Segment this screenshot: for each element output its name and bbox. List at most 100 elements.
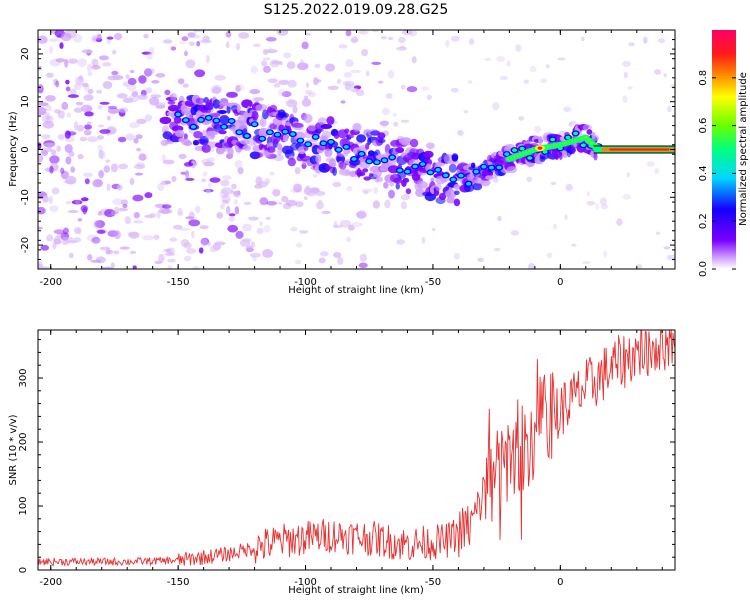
ridge-blob — [423, 150, 434, 159]
heatmap-noise-blob — [565, 183, 573, 192]
heatmap-noise-blob — [43, 142, 56, 148]
heatmap-noise-blob — [93, 219, 101, 229]
heatmap-noise-blob — [185, 169, 190, 179]
heatmap-noise-blob — [77, 58, 87, 68]
ridge-blob — [227, 147, 234, 157]
ridge-blob — [269, 104, 278, 112]
heatmap-noise-blob — [372, 30, 379, 33]
heatmap-noise-blob — [75, 76, 84, 86]
heatmap-noise-blob — [38, 154, 44, 163]
heatmap-noise-blob — [120, 199, 129, 205]
heatmap-noise-blob — [286, 99, 298, 108]
heatmap-noise-blob — [113, 250, 120, 255]
heatmap-noise-blob — [421, 86, 430, 91]
heatmap-noise-blob — [203, 161, 215, 167]
heatmap-noise-blob — [663, 73, 667, 78]
y-tick-label: 0 — [20, 146, 31, 152]
heatmap-noise-blob — [41, 266, 53, 269]
heatmap-noise-blob — [225, 41, 230, 49]
ridge-blob — [255, 152, 264, 158]
snr-series-line — [38, 330, 675, 567]
ridge-core-inner — [580, 143, 586, 147]
heatmap-noise-blob — [529, 65, 537, 73]
heatmap-noise-blob — [327, 85, 339, 90]
heatmap-noise-blob — [136, 147, 142, 152]
ridge-core-inner — [282, 129, 288, 134]
heatmap-noise-blob — [564, 214, 568, 220]
heatmap-noise-blob — [97, 105, 103, 110]
heatmap-noise-blob — [401, 84, 406, 90]
heatmap-noise-blob — [133, 164, 146, 169]
heatmap-noise-blob — [450, 35, 460, 42]
ridge-core-inner — [481, 164, 487, 169]
heatmap-noise-blob — [657, 38, 666, 44]
heatmap-noise-blob — [49, 205, 59, 212]
ridge-blob — [183, 133, 188, 140]
heatmap-noise-blob — [627, 86, 633, 90]
heatmap-noise-blob — [269, 171, 275, 176]
heatmap-noise-blob — [183, 242, 192, 249]
ridge-blob — [282, 134, 289, 142]
heatmap-noise-blob — [463, 110, 469, 114]
heatmap-noise-blob — [65, 86, 71, 92]
heatmap-noise-blob — [387, 36, 394, 41]
heatmap-noise-blob — [83, 129, 91, 136]
heatmap-noise-blob — [622, 95, 628, 103]
heatmap-noise-blob — [273, 82, 281, 88]
heatmap-noise-blob — [405, 188, 412, 195]
spectrogram-y-label: Frequency (Hz) — [8, 111, 19, 187]
heatmap-noise-blob — [315, 201, 324, 210]
heatmap-noise-blob — [158, 253, 165, 263]
heatmap-noise-blob — [132, 265, 137, 269]
colorbar-tick-label: 0.8 — [698, 70, 709, 86]
heatmap-noise-blob — [557, 57, 566, 61]
heatmap-noise-blob — [103, 165, 111, 173]
heatmap-noise-blob — [518, 116, 525, 121]
heatmap-noise-blob — [371, 61, 382, 65]
ridge-blob — [453, 198, 461, 207]
heatmap-noise-blob — [137, 94, 148, 100]
y-tick-label: 200 — [18, 432, 29, 451]
ridge-core-inner — [183, 118, 189, 122]
heatmap-noise-blob — [169, 237, 178, 242]
ridge-blob — [294, 131, 306, 140]
heatmap-noise-blob — [132, 194, 144, 202]
heatmap-noise-blob — [129, 250, 137, 255]
heatmap-noise-blob — [646, 161, 655, 167]
heatmap-noise-blob — [42, 195, 49, 203]
ridge-blob — [377, 132, 386, 140]
heatmap-noise-blob — [72, 33, 83, 43]
ridge-core-inner — [427, 170, 433, 175]
heatmap-noise-blob — [107, 75, 120, 81]
ridge-core-inner — [359, 152, 365, 156]
heatmap-noise-blob — [231, 183, 237, 190]
ridge-blob — [439, 192, 447, 201]
heatmap-noise-blob — [205, 54, 210, 64]
heatmap-noise-blob — [38, 142, 42, 150]
heatmap-noise-blob — [96, 229, 106, 234]
heatmap-noise-blob — [350, 69, 362, 74]
ridge-blob — [255, 104, 268, 112]
ridge-blob — [167, 100, 176, 105]
heatmap-noise-blob — [45, 95, 56, 102]
heatmap-noise-blob — [65, 79, 70, 85]
heatmap-noise-blob — [345, 59, 354, 67]
heatmap-noise-blob — [142, 235, 154, 241]
ridge-blob — [317, 117, 327, 125]
heatmap-noise-blob — [135, 134, 143, 140]
ridge-blob — [307, 124, 317, 132]
ridge-core-inner — [213, 118, 219, 123]
ridge-blob — [372, 168, 382, 178]
heatmap-noise-blob — [262, 248, 274, 258]
heatmap-noise-blob — [138, 153, 147, 161]
heatmap-noise-blob — [359, 253, 367, 262]
heatmap-noise-blob — [469, 38, 475, 45]
heatmap-noise-blob — [214, 241, 226, 246]
heatmap-noise-blob — [643, 36, 648, 44]
ridge-core-inner — [351, 157, 357, 161]
ridge-core-inner — [343, 145, 349, 149]
heatmap-noise-blob — [494, 247, 501, 252]
colorbar-tick-label: 0.4 — [698, 165, 709, 181]
heatmap-noise-blob — [38, 261, 43, 269]
heatmap-noise-blob — [167, 258, 176, 263]
